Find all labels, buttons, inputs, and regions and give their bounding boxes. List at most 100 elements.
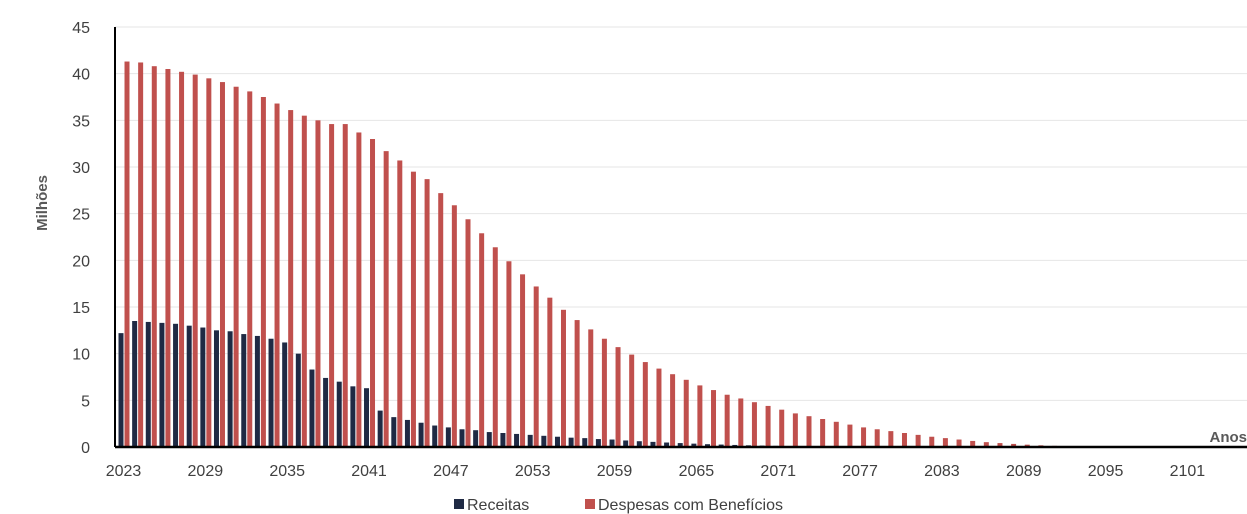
bar-despesas xyxy=(861,427,867,447)
bar-receitas xyxy=(254,335,260,447)
bar-despesas xyxy=(547,297,553,447)
bar-despesas xyxy=(124,61,130,447)
bar-receitas xyxy=(541,435,547,447)
bar-receitas xyxy=(295,353,301,447)
bar-despesas xyxy=(711,390,717,447)
y-axis-title: Milhões xyxy=(34,175,51,231)
bar-despesas xyxy=(697,385,703,447)
bar-despesas xyxy=(820,419,826,447)
y-tick-label: 5 xyxy=(81,393,90,410)
bar-despesas xyxy=(806,416,812,447)
bar-receitas xyxy=(473,430,479,447)
bar-despesas xyxy=(997,443,1003,447)
bar-receitas xyxy=(582,438,588,447)
bar-despesas xyxy=(383,151,389,447)
bar-receitas xyxy=(568,437,574,447)
bar-despesas xyxy=(574,320,580,447)
x-tick-label: 2029 xyxy=(188,463,224,480)
bar-despesas xyxy=(956,439,962,447)
bar-receitas xyxy=(609,439,615,447)
bar-despesas xyxy=(533,286,539,447)
bar-despesas xyxy=(901,433,907,447)
bar-receitas xyxy=(677,443,683,447)
x-tick-label: 2035 xyxy=(269,463,305,480)
bar-despesas xyxy=(219,82,225,447)
bar-receitas xyxy=(595,439,601,447)
bar-despesas xyxy=(888,431,894,447)
bar-receitas xyxy=(527,434,533,447)
bar-despesas xyxy=(165,69,171,447)
bar-despesas xyxy=(670,374,676,447)
bar-despesas xyxy=(506,261,512,447)
bar-despesas xyxy=(342,124,348,447)
bar-receitas xyxy=(282,342,288,447)
bar-despesas xyxy=(629,354,635,447)
bar-receitas xyxy=(268,338,274,447)
bar-despesas xyxy=(683,379,689,447)
x-tick-label: 2077 xyxy=(842,463,878,480)
bar-despesas xyxy=(465,219,471,447)
y-tick-label: 35 xyxy=(72,113,90,130)
bar-despesas xyxy=(779,409,785,447)
bars xyxy=(118,61,1139,448)
bar-despesas xyxy=(410,171,416,448)
bar-receitas xyxy=(705,444,711,447)
bar-receitas xyxy=(500,433,506,447)
y-tick-label: 0 xyxy=(81,440,90,457)
bar-despesas xyxy=(451,205,457,447)
bar-receitas xyxy=(691,443,697,447)
bar-despesas xyxy=(520,274,526,447)
bar-receitas xyxy=(159,322,165,447)
y-tick-label: 30 xyxy=(72,160,90,177)
bar-despesas xyxy=(601,338,607,447)
x-axis-title: Anos xyxy=(1210,429,1247,446)
bar-despesas xyxy=(438,193,444,447)
bar-despesas xyxy=(724,394,730,447)
x-axis-ticks: 2023 2029 2035 2041 2047 2053 2059 2065 2071 2077… xyxy=(106,463,1206,480)
bar-receitas xyxy=(336,381,342,447)
bar-despesas xyxy=(492,247,498,447)
bar-receitas xyxy=(213,330,219,447)
bar-despesas xyxy=(929,436,935,447)
y-tick-label: 25 xyxy=(72,207,90,224)
bar-receitas xyxy=(350,386,356,447)
bar-despesas xyxy=(315,120,321,447)
y-tick-label: 40 xyxy=(72,67,90,84)
bar-receitas xyxy=(200,327,206,447)
bar-despesas xyxy=(792,413,798,447)
bar-receitas xyxy=(309,369,315,447)
bar-despesas xyxy=(751,402,757,447)
bar-receitas xyxy=(636,441,642,447)
x-tick-label: 2065 xyxy=(679,463,715,480)
bar-receitas xyxy=(418,422,424,447)
bar-receitas xyxy=(404,419,410,447)
y-tick-label: 45 xyxy=(72,20,90,37)
bar-despesas xyxy=(274,103,280,447)
bar-despesas xyxy=(233,86,239,447)
bar-despesas xyxy=(915,434,921,447)
bar-despesas xyxy=(329,124,335,447)
bar-despesas xyxy=(138,62,144,447)
x-tick-label: 2095 xyxy=(1088,463,1124,480)
x-tick-label: 2083 xyxy=(924,463,960,480)
bar-receitas xyxy=(664,442,670,447)
legend: Receitas Despesas com Benefícios xyxy=(454,497,783,514)
bar-receitas xyxy=(391,417,397,447)
legend-label-receitas: Receitas xyxy=(467,497,529,514)
bar-receitas xyxy=(432,425,438,447)
x-tick-label: 2101 xyxy=(1170,463,1206,480)
y-axis-ticks: 0 5 10 15 20 25 30 35 40 45 xyxy=(72,20,90,457)
bar-despesas xyxy=(874,429,880,447)
bar-despesas xyxy=(738,398,744,447)
y-tick-label: 15 xyxy=(72,300,90,317)
bar-despesas xyxy=(301,115,307,448)
legend-swatch-despesas xyxy=(585,499,595,509)
bar-receitas xyxy=(241,334,247,447)
bar-despesas xyxy=(942,438,948,447)
bar-receitas xyxy=(145,321,151,447)
bar-receitas xyxy=(554,436,560,447)
bar-receitas xyxy=(132,321,138,447)
bar-despesas xyxy=(260,97,266,447)
